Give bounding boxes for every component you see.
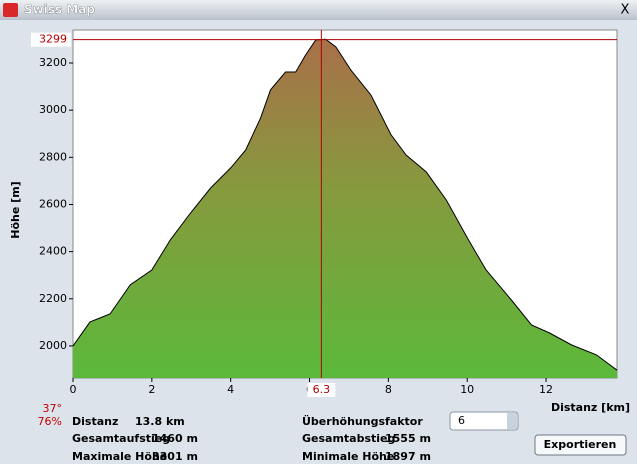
cursor-x-label-bg [307, 383, 336, 397]
x-tick-label: 12 [539, 383, 553, 396]
stat-value: 1897 m [385, 450, 431, 463]
y-tick-label: 2000 [39, 339, 67, 352]
stat-label: Maximale Höhe [72, 450, 167, 463]
stat-value: 1555 m [385, 432, 431, 445]
y-tick-label: 3200 [39, 56, 67, 69]
export-button[interactable] [534, 434, 627, 456]
x-tick-label: 10 [460, 383, 474, 396]
y-tick-label: 2200 [39, 292, 67, 305]
x-tick-label: 0 [70, 383, 77, 396]
y-axis-label: Höhe [m] [9, 181, 22, 238]
close-button[interactable]: X [621, 3, 630, 18]
stat-label: Gesamtabstieg [302, 432, 395, 445]
stat-label: Minimale Höhe [302, 450, 394, 463]
cursor-x-label: 6.3 [313, 383, 331, 396]
cursor-y-label: 3299 [39, 33, 67, 46]
percent: 76% [38, 415, 62, 428]
stat-value: 1460 m [152, 432, 198, 445]
profile-area [73, 39, 617, 378]
window-title: Swiss Map [24, 3, 95, 17]
slope: 37° [43, 402, 63, 415]
x-axis-label: Distanz [km] [551, 401, 630, 414]
spinner-value: 6 [458, 414, 465, 427]
y-tick-label: 2800 [39, 150, 67, 163]
export-label: Exportieren [544, 438, 617, 451]
title-bar [0, 0, 637, 20]
x-tick-label: 2 [148, 383, 155, 396]
y-tick-label: 2400 [39, 245, 67, 258]
y-tick-label: 2600 [39, 197, 67, 210]
x-tick-label: 8 [385, 383, 392, 396]
stat-label: Distanz [72, 415, 118, 428]
stat-value: 3301 m [152, 450, 198, 463]
cursor-y-label-bg [31, 32, 71, 47]
app-icon [3, 3, 18, 17]
stat-value: 13.8 km [135, 415, 185, 428]
spinner-arrows[interactable] [507, 413, 517, 429]
spinner[interactable] [449, 411, 519, 431]
stat-label: Überhöhungsfaktor [302, 414, 423, 428]
y-tick-label: 3000 [39, 103, 67, 116]
x-tick-label: 4 [227, 383, 234, 396]
stat-label: Gesamtaufstieg [72, 432, 170, 445]
